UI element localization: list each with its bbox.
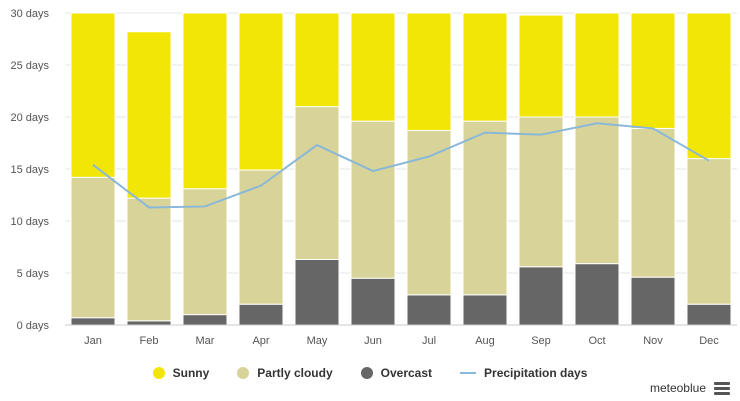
bar-sunny [518,14,564,118]
x-tick-label: May [307,335,328,347]
y-tick-label: 0 days [17,320,50,332]
bar-overcast [238,303,284,326]
bar-overcast [630,276,676,326]
bar-sunny [182,12,228,190]
bar-overcast [182,314,228,326]
menu-bar [714,386,730,390]
bar-sunny [462,12,508,122]
x-tick-label: Jun [364,335,382,347]
legend-item-overcast[interactable]: Overcast [360,366,433,380]
bar-partly-cloudy [462,120,508,296]
bar-overcast [70,317,116,326]
x-tick-label: Aug [475,335,495,347]
legend-swatch-partly-cloudy [237,367,250,379]
legend-label-partly-cloudy: Partly cloudy [257,366,333,380]
legend-label-sunny: Sunny [172,366,210,380]
bar-partly-cloudy [518,116,564,268]
bar-overcast [518,266,564,326]
y-tick-label: 10 days [10,216,49,228]
x-tick-label: Nov [643,335,663,347]
bar-partly-cloudy [126,197,172,322]
menu-bar [714,391,730,395]
bar-sunny [574,12,620,118]
bar-partly-cloudy [686,158,732,305]
x-tick-label: Feb [140,335,159,347]
bar-partly-cloudy [350,120,396,279]
bar-partly-cloudy [294,106,340,260]
legend-item-precipitation-days[interactable]: Precipitation days [460,366,587,380]
x-tick-label: Sep [531,335,551,347]
x-tick-label: Dec [699,335,719,347]
bar-sunny [350,12,396,122]
legend-swatch-overcast [360,367,373,379]
y-tick-label: 15 days [10,164,49,176]
bar-partly-cloudy [406,130,452,296]
credit-label[interactable]: meteoblue [649,381,706,395]
bar-overcast [126,320,172,326]
menu-bar [714,381,730,385]
bar-sunny [630,12,676,129]
bar-overcast [574,263,620,326]
bar-partly-cloudy [630,127,676,278]
hamburger-menu-icon[interactable] [714,381,730,395]
y-tick-label: 20 days [10,112,49,124]
legend-item-partly-cloudy[interactable]: Partly cloudy [237,366,333,380]
bar-partly-cloudy [182,188,228,316]
bar-sunny [126,31,172,199]
bar-partly-cloudy [574,116,620,265]
bar-overcast [350,277,396,326]
bar-sunny [70,12,116,178]
y-tick-label: 25 days [10,60,49,72]
series-line-precipitation-days [92,122,710,209]
x-tick-label: Mar [196,335,215,347]
bar-partly-cloudy [70,176,116,319]
legend-swatch-sunny [152,367,165,379]
chart-area: 0 days 5 days 10 days 15 days 20 days 25 days… [10,8,737,347]
x-tick-label: Jan [84,335,102,347]
x-tick-label: Jul [422,335,436,347]
x-tick-label: Oct [588,335,605,347]
y-tick-label: 5 days [17,268,50,280]
bar-sunny [294,12,340,108]
bar-overcast [294,258,340,326]
legend-item-sunny[interactable]: Sunny [152,366,210,380]
bar-overcast [406,294,452,326]
legend-swatch-precipitation-days [460,372,477,374]
legend: Sunny Partly cloudy Overcast Precipitati… [0,363,740,383]
bar-sunny [238,12,284,171]
legend-label-overcast: Overcast [380,366,433,380]
bar-partly-cloudy [238,169,284,305]
bar-overcast [686,303,732,326]
bar-sunny [406,12,452,132]
y-tick-label: 30 days [10,8,49,20]
bar-overcast [462,294,508,326]
legend-label-precipitation-days: Precipitation days [484,366,588,380]
bar-sunny [686,12,732,160]
x-tick-label: Apr [252,335,269,347]
credit: meteoblue [650,381,730,395]
